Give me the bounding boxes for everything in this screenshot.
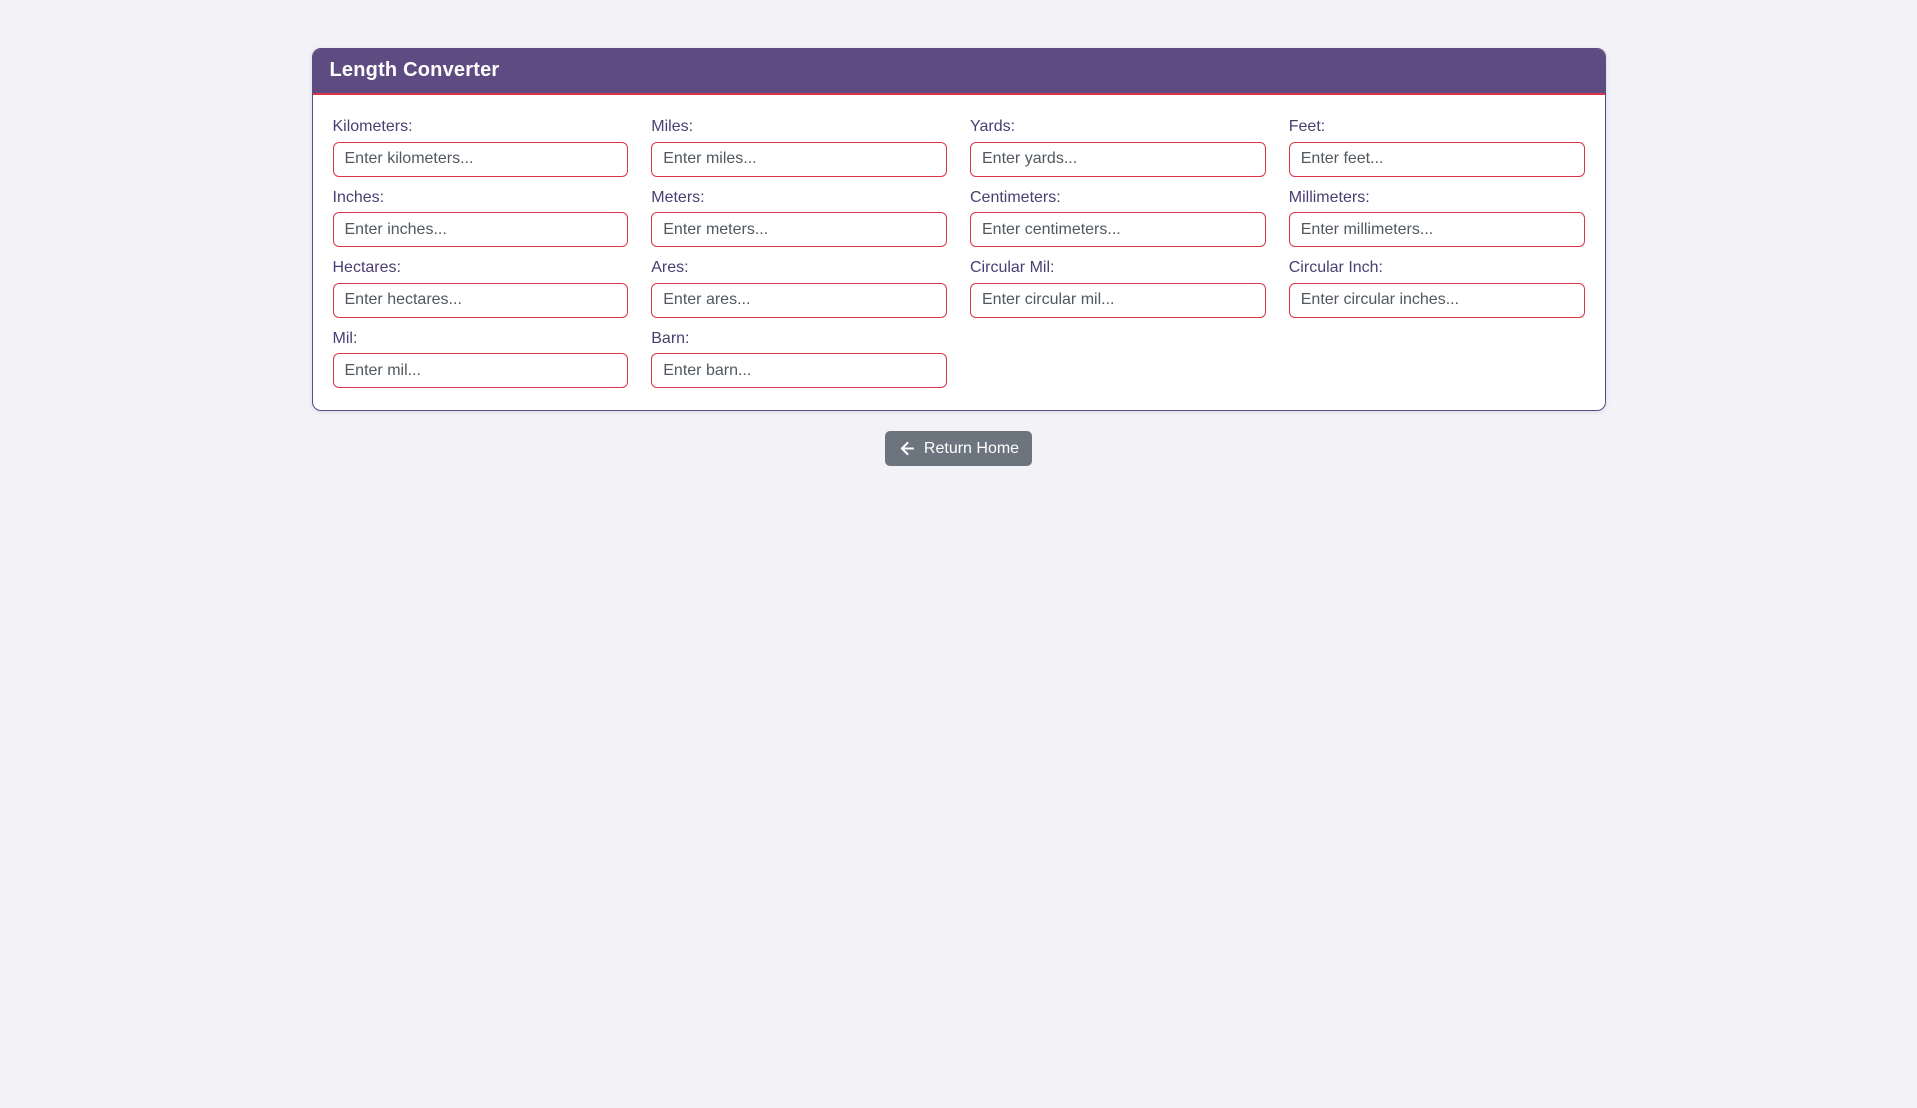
field-label: Circular Mil: <box>970 259 1055 277</box>
centimeters-input[interactable] <box>970 212 1266 248</box>
field-label: Meters: <box>651 188 705 206</box>
field-inches: Inches: <box>332 187 629 248</box>
field-circular-mil: Circular Mil: <box>970 257 1266 318</box>
field-meters: Meters: <box>651 187 947 248</box>
field-label: Inches: <box>332 188 385 206</box>
arrow-left-icon <box>898 439 917 458</box>
converter-grid: Kilometers: Miles: Yards: Feet: Inches: … <box>313 95 1605 410</box>
field-label: Centimeters: <box>970 188 1061 206</box>
meters-input[interactable] <box>651 212 947 248</box>
inches-input[interactable] <box>332 212 629 248</box>
circular-mil-input[interactable] <box>970 282 1266 318</box>
footer: Return Home <box>0 431 1917 467</box>
card-header: Length Converter <box>312 49 1605 95</box>
field-ares: Ares: <box>651 257 947 318</box>
field-centimeters: Centimeters: <box>970 187 1266 248</box>
miles-input[interactable] <box>651 141 947 177</box>
field-label: Miles: <box>651 118 694 135</box>
field-barn: Barn: <box>651 328 947 389</box>
field-label: Ares: <box>651 259 689 277</box>
field-label: Yards: <box>970 118 1016 135</box>
field-feet: Feet: <box>1288 116 1585 177</box>
field-label: Kilometers: <box>332 118 413 135</box>
feet-input[interactable] <box>1288 141 1585 177</box>
barn-input[interactable] <box>651 353 947 389</box>
field-millimeters: Millimeters: <box>1288 187 1585 248</box>
kilometers-input[interactable] <box>332 141 629 177</box>
length-converter-card: Length Converter Kilometers: Miles: Yard… <box>311 48 1606 412</box>
field-circular-inch: Circular Inch: <box>1288 257 1585 318</box>
field-label: Millimeters: <box>1288 188 1370 206</box>
mil-input[interactable] <box>332 353 629 389</box>
millimeters-input[interactable] <box>1288 212 1585 248</box>
yards-input[interactable] <box>970 141 1266 177</box>
field-label: Mil: <box>332 329 358 347</box>
hectares-input[interactable] <box>332 282 629 318</box>
circular-inch-input[interactable] <box>1288 282 1585 318</box>
field-miles: Miles: <box>651 116 947 177</box>
field-label: Feet: <box>1288 118 1326 135</box>
return-home-button[interactable]: Return Home <box>884 431 1033 467</box>
ares-input[interactable] <box>651 282 947 318</box>
field-yards: Yards: <box>970 116 1266 177</box>
return-home-label: Return Home <box>923 439 1020 457</box>
field-mil: Mil: <box>332 328 629 389</box>
field-label: Circular Inch: <box>1288 259 1383 277</box>
field-hectares: Hectares: <box>332 257 629 318</box>
field-kilometers: Kilometers: <box>332 116 629 177</box>
field-label: Barn: <box>651 329 690 347</box>
field-label: Hectares: <box>332 259 401 277</box>
page-title: Length Converter <box>329 59 500 81</box>
